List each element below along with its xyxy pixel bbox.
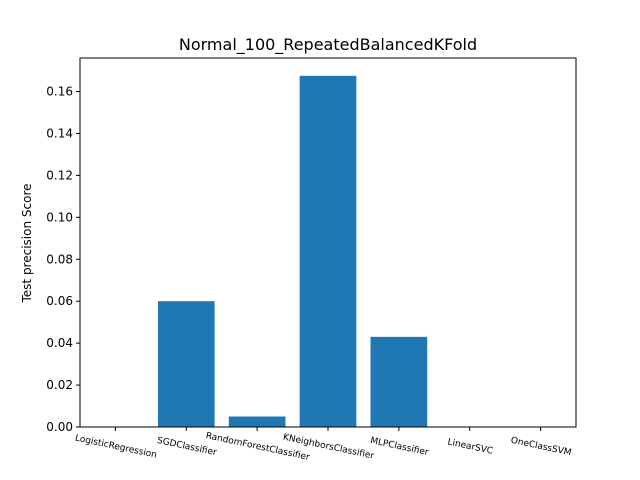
bar-SGDClassifier	[157, 301, 215, 427]
x-tick-label: LogisticRegression	[74, 433, 158, 460]
bar-MLPClassifier	[370, 336, 428, 427]
bars-group	[157, 75, 428, 428]
y-tick-label: 0.10	[46, 210, 73, 224]
y-tick-label: 0.00	[46, 420, 73, 434]
y-tick-label: 0.16	[46, 85, 73, 99]
y-tick-label: 0.04	[46, 336, 73, 350]
chart-title: Normal_100_RepeatedBalancedKFold	[179, 35, 477, 55]
bar-KNeighborsClassifier	[299, 75, 357, 428]
y-tick-label: 0.14	[46, 126, 73, 140]
plot-frame	[79, 57, 577, 428]
y-axis-label: Test precision Score	[20, 183, 34, 303]
x-tick-label: MLPClassifier	[369, 436, 429, 458]
y-axis: 0.00 0.02 0.04 0.06 0.08 0.10 0.12 0.14 0.16	[46, 85, 80, 434]
x-tick-label: OneClassSVM	[510, 436, 572, 459]
y-tick-label: 0.08	[46, 252, 73, 266]
y-tick-label: 0.02	[46, 378, 73, 392]
y-tick-label: 0.06	[46, 294, 73, 308]
bar-RandomForestClassifier	[228, 416, 286, 427]
x-tick-label: LinearSVC	[447, 437, 494, 456]
y-tick-label: 0.12	[46, 168, 73, 182]
x-axis: LogisticRegressionSGDClassifierRandomFor…	[74, 427, 572, 463]
